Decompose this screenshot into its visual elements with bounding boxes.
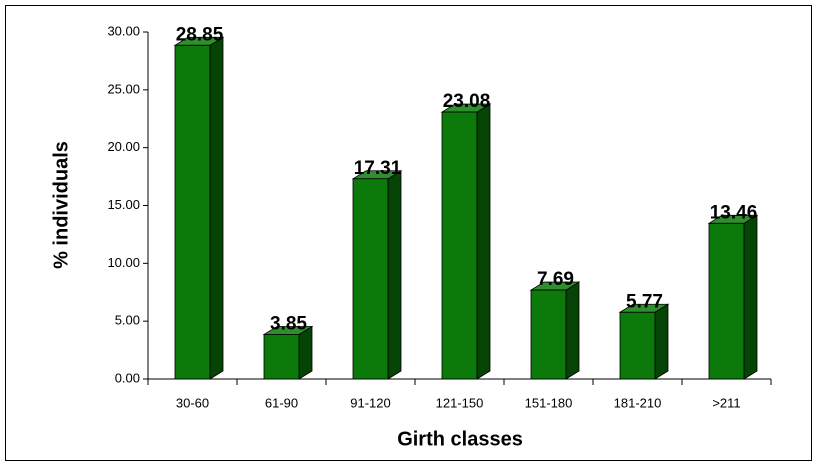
bar <box>440 103 492 380</box>
data-label: 13.46 <box>710 202 758 223</box>
data-label: 3.85 <box>270 313 307 334</box>
bar <box>529 281 581 380</box>
x-tick-label: >211 <box>712 395 740 410</box>
bar <box>707 214 759 380</box>
bar <box>262 325 314 380</box>
x-axis-label: Girth classes <box>397 428 523 450</box>
y-tick-label: 20.00 <box>107 139 140 154</box>
y-axis-label: % individuals <box>50 141 72 269</box>
data-label: 17.31 <box>354 158 402 179</box>
bar <box>351 170 403 380</box>
y-tick-label: 0.00 <box>115 370 140 385</box>
data-label: 5.77 <box>626 291 663 312</box>
y-tick-label: 15.00 <box>107 197 140 212</box>
x-tick-label: 151-180 <box>525 395 573 410</box>
x-tick-label: 181-210 <box>614 395 662 410</box>
y-tick-label: 30.00 <box>107 23 140 38</box>
x-tick-label: 61-90 <box>265 395 298 410</box>
y-tick-label: 25.00 <box>107 81 140 96</box>
y-tick-label: 5.00 <box>115 313 140 328</box>
x-tick-label: 30-60 <box>176 395 209 410</box>
x-tick-label: 91-120 <box>350 395 390 410</box>
x-tick-label: 121-150 <box>436 395 484 410</box>
y-tick-label: 10.00 <box>107 255 140 270</box>
bar <box>618 303 670 380</box>
chart-border <box>5 5 812 461</box>
bar <box>173 36 225 380</box>
data-label: 7.69 <box>537 269 574 290</box>
data-label: 28.85 <box>176 24 224 45</box>
data-label: 23.08 <box>443 91 491 112</box>
